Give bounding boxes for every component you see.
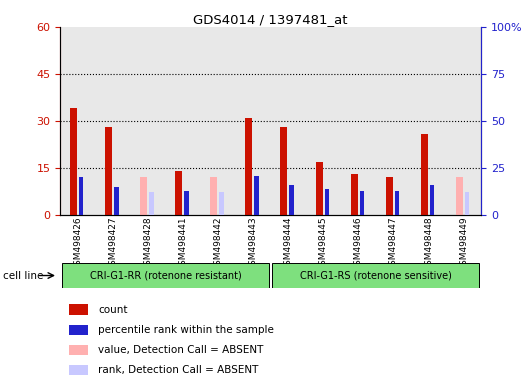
Bar xyxy=(289,185,294,215)
Bar xyxy=(272,263,480,288)
Bar xyxy=(69,305,87,315)
Bar xyxy=(315,162,323,215)
Bar xyxy=(70,108,77,215)
Bar xyxy=(219,192,224,215)
Bar xyxy=(456,177,463,215)
Text: rank, Detection Call = ABSENT: rank, Detection Call = ABSENT xyxy=(98,365,258,375)
Bar xyxy=(105,127,112,215)
Text: percentile rank within the sample: percentile rank within the sample xyxy=(98,325,274,335)
Bar xyxy=(184,190,189,215)
Bar xyxy=(210,177,218,215)
Bar xyxy=(79,177,84,215)
Bar xyxy=(149,192,154,215)
Bar xyxy=(350,174,358,215)
Bar xyxy=(360,190,364,215)
Bar xyxy=(62,263,269,288)
Bar xyxy=(245,118,253,215)
Bar xyxy=(69,324,87,335)
Bar xyxy=(254,175,259,215)
Bar xyxy=(430,185,434,215)
Bar xyxy=(140,177,147,215)
Text: CRI-G1-RR (rotenone resistant): CRI-G1-RR (rotenone resistant) xyxy=(89,270,241,281)
Bar xyxy=(465,192,470,215)
Text: CRI-G1-RS (rotenone sensitive): CRI-G1-RS (rotenone sensitive) xyxy=(300,270,452,281)
Bar xyxy=(69,345,87,355)
Text: cell line: cell line xyxy=(3,270,43,281)
Bar xyxy=(324,189,329,215)
Bar xyxy=(175,171,182,215)
Bar xyxy=(114,187,119,215)
Bar xyxy=(280,127,288,215)
Bar xyxy=(69,365,87,375)
Bar xyxy=(395,190,399,215)
Title: GDS4014 / 1397481_at: GDS4014 / 1397481_at xyxy=(194,13,348,26)
Text: count: count xyxy=(98,305,128,314)
Text: value, Detection Call = ABSENT: value, Detection Call = ABSENT xyxy=(98,345,264,355)
Bar xyxy=(421,134,428,215)
Bar xyxy=(386,177,393,215)
